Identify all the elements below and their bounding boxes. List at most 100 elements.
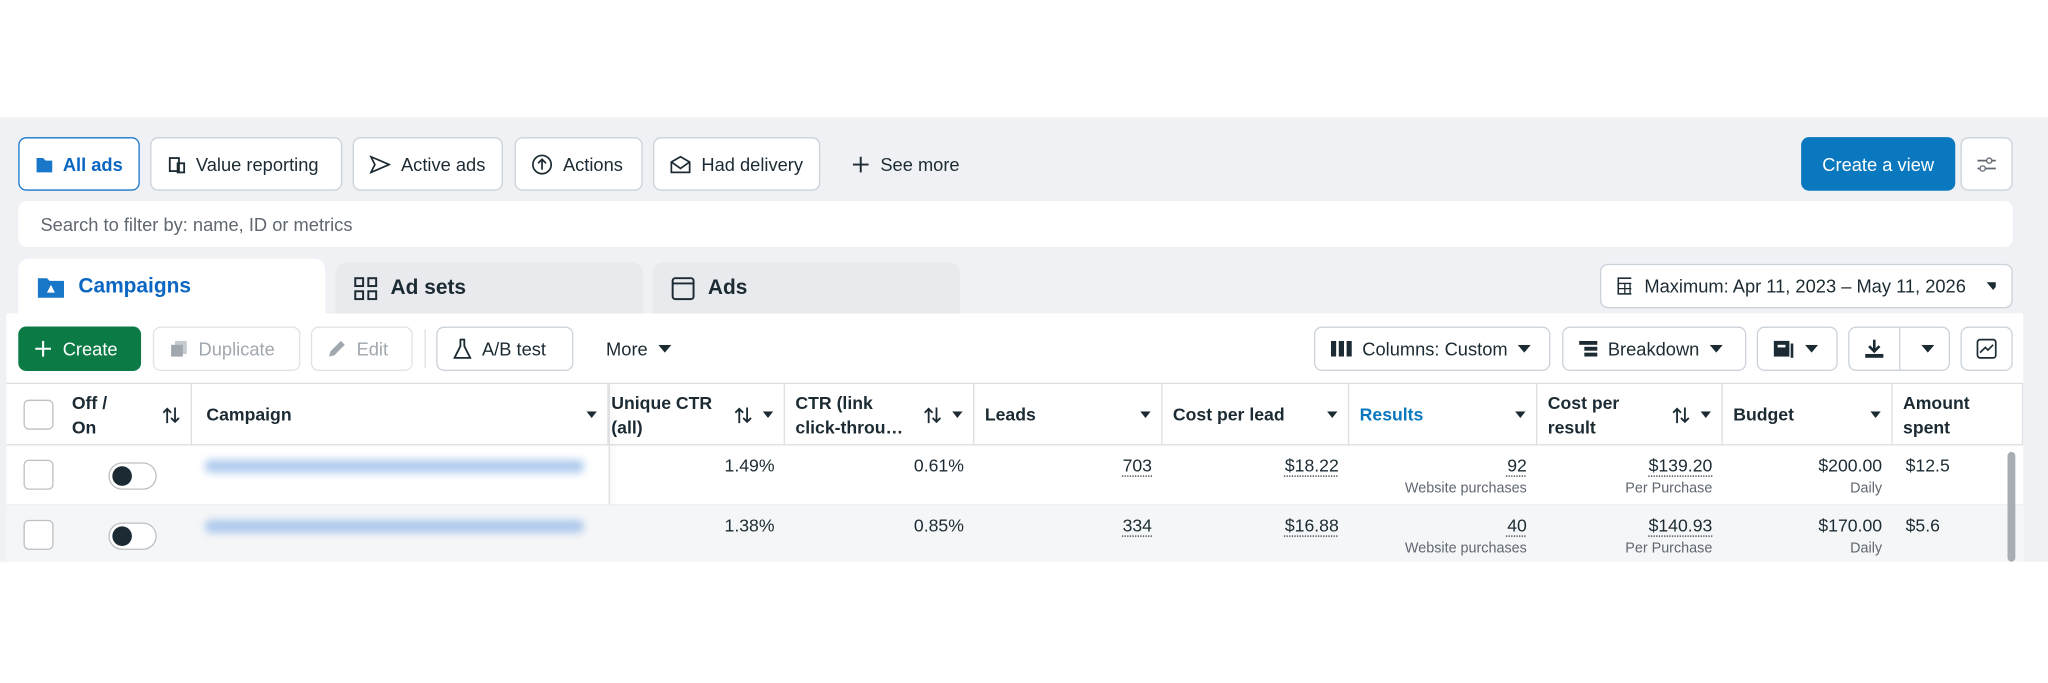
column-title: Unique CTR (all) (611, 392, 713, 437)
view-tab[interactable]: Value reporting (150, 137, 343, 191)
label: Columns: Custom (1362, 338, 1508, 360)
cell-value: $5.6 (1905, 515, 1940, 536)
adsets-icon (354, 276, 378, 300)
column-header[interactable]: Amount spent (1893, 383, 2024, 446)
column-header[interactable]: Unique CTR (all) (609, 383, 785, 446)
columns-icon (1330, 340, 1352, 357)
create-view-button[interactable]: Create a view (1801, 137, 1956, 191)
icon (369, 154, 391, 174)
column-header[interactable]: Budget (1723, 383, 1893, 446)
cell-value: 703 (1122, 455, 1152, 476)
view-tab[interactable]: Had delivery (653, 137, 821, 191)
cell-value: $140.93 (1648, 515, 1713, 536)
export-button[interactable] (1848, 326, 1951, 371)
column-header[interactable]: Off / On (61, 383, 192, 446)
view-tab[interactable]: Actions (514, 137, 643, 191)
dropdown[interactable] (1327, 411, 1338, 418)
ab-test-button[interactable]: A/B test (436, 326, 574, 371)
label: Value reporting (195, 153, 319, 175)
column-title: Cost per result (1547, 392, 1620, 437)
cell-subtext: Website purchases (1404, 540, 1527, 557)
column-header[interactable]: Cost per result (1537, 383, 1723, 446)
table-cell: 92 Website purchases (1349, 456, 1537, 496)
settings-button[interactable] (1960, 137, 2013, 191)
table-cell: $139.20 Per Purchase (1537, 456, 1722, 496)
column-header[interactable]: Leads (974, 383, 1163, 446)
download[interactable] (1849, 327, 1901, 370)
create-button[interactable]: Create (18, 326, 142, 371)
campaign-name-redacted[interactable] (205, 519, 584, 533)
column-header[interactable]: Cost per lead (1162, 383, 1350, 446)
level-tab[interactable]: Campaigns (18, 258, 326, 315)
caret (1921, 344, 1935, 353)
cell-subtext: Per Purchase (1625, 480, 1713, 497)
date-picker[interactable]: Maximum: Apr 11, 2023 – May 11, 2026 (1599, 263, 2013, 309)
column-title: Results (1359, 404, 1424, 425)
view-tab[interactable]: All ads (18, 137, 140, 191)
sort-icon (924, 406, 942, 423)
search-bar[interactable]: Search to filter by: name, ID or metrics (18, 201, 2013, 247)
column-header[interactable]: Campaign (192, 383, 609, 446)
label: Active ads (400, 153, 486, 175)
column-header[interactable]: Results (1349, 383, 1538, 446)
column-header[interactable]: CTR (link click-throu… (785, 383, 975, 446)
cell-value: 334 (1122, 515, 1152, 536)
dropdown[interactable] (952, 411, 963, 418)
duplicate-button[interactable]: Duplicate (152, 326, 301, 371)
row-checkbox[interactable] (23, 459, 54, 490)
table-cell: $140.93 Per Purchase (1537, 516, 1722, 556)
dropdown[interactable] (1515, 411, 1526, 418)
caret (658, 344, 672, 353)
caret-icon (1327, 411, 1338, 418)
edit-button[interactable]: Edit (310, 326, 413, 371)
table-cell: 334 (974, 516, 1162, 536)
column-title: Amount spent (1903, 392, 1970, 437)
column-title: Leads (984, 404, 1036, 425)
dropdown[interactable] (1870, 411, 1881, 418)
select-all-checkbox[interactable] (23, 399, 54, 430)
cell-value: $170.00 (1818, 515, 1883, 536)
divider (424, 329, 426, 369)
dropdown[interactable] (1140, 411, 1151, 418)
breakdown-button[interactable]: Breakdown (1562, 326, 1747, 371)
level-tab[interactable]: Ads (653, 262, 960, 314)
more-button[interactable]: More (590, 326, 695, 371)
cell-subtext: Daily (1850, 540, 1883, 557)
campaign-name-redacted[interactable] (205, 459, 584, 473)
caret (1805, 344, 1819, 353)
caret (1986, 282, 1996, 290)
icon (532, 153, 553, 174)
cell-value: 0.61% (913, 455, 964, 476)
label: Had delivery (701, 153, 804, 175)
caret-icon (1140, 411, 1151, 418)
label: Breakdown (1607, 338, 1700, 360)
chart-button[interactable] (1960, 326, 2013, 371)
row-checkbox[interactable] (23, 519, 54, 550)
cell-value: $18.22 (1284, 455, 1339, 476)
dropdown[interactable] (1700, 411, 1712, 418)
reports-icon (1773, 340, 1794, 358)
level-tab[interactable]: Ad sets (335, 262, 643, 314)
cell-value: $16.88 (1284, 515, 1339, 536)
view-tab[interactable]: Active ads (352, 137, 503, 191)
dropdown[interactable] (762, 411, 774, 418)
cell-value: 40 (1507, 515, 1527, 536)
table-cell: 0.85% (785, 516, 974, 536)
caret-icon (1700, 411, 1712, 418)
toggle[interactable] (108, 462, 157, 490)
dropdown[interactable] (586, 411, 597, 418)
label: Ad sets (390, 276, 467, 299)
cell-value: 1.38% (724, 515, 775, 536)
reports-button[interactable] (1756, 326, 1838, 371)
toggle[interactable] (108, 522, 157, 550)
scrollbar (2007, 451, 2016, 562)
columns-button[interactable]: Columns: Custom (1313, 326, 1551, 371)
label: More (606, 338, 648, 360)
caret-icon (1870, 411, 1881, 418)
caret-icon (586, 411, 597, 418)
cell-value: 92 (1507, 455, 1527, 476)
caret-icon (762, 411, 774, 418)
see-more[interactable]: See more (836, 137, 980, 191)
icon (670, 155, 691, 173)
